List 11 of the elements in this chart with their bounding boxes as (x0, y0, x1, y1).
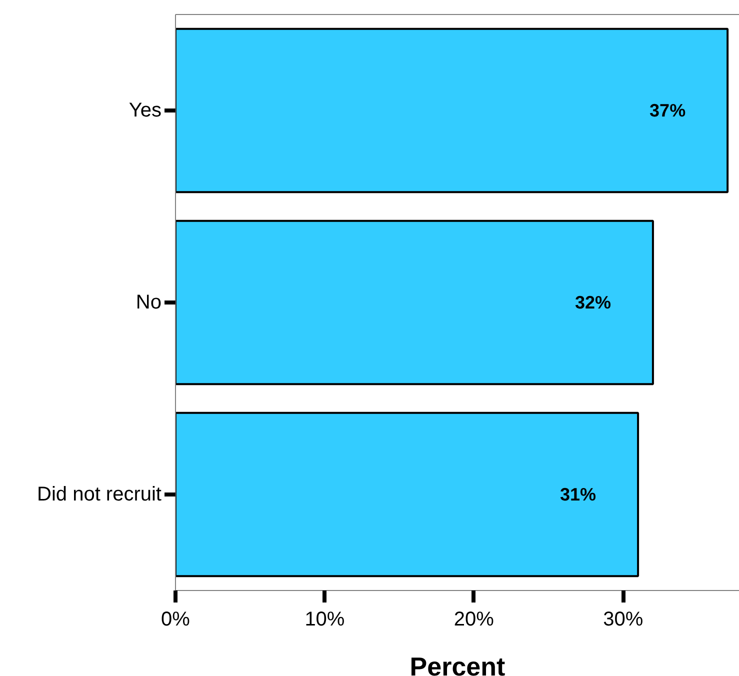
y-tick-label: No (136, 292, 162, 314)
x-axis-title: Percent (410, 652, 506, 676)
y-tick-label: Yes (128, 100, 162, 122)
data-label: 37% (650, 100, 686, 120)
x-tick-label: 30% (603, 608, 644, 630)
data-label: 31% (560, 484, 596, 504)
x-tick-label: 20% (454, 608, 494, 630)
x-tick-label: 0% (161, 608, 190, 630)
x-tick-label: 10% (304, 608, 345, 630)
data-label: 32% (574, 292, 611, 312)
y-tick-label: Did not recruit (37, 484, 162, 506)
